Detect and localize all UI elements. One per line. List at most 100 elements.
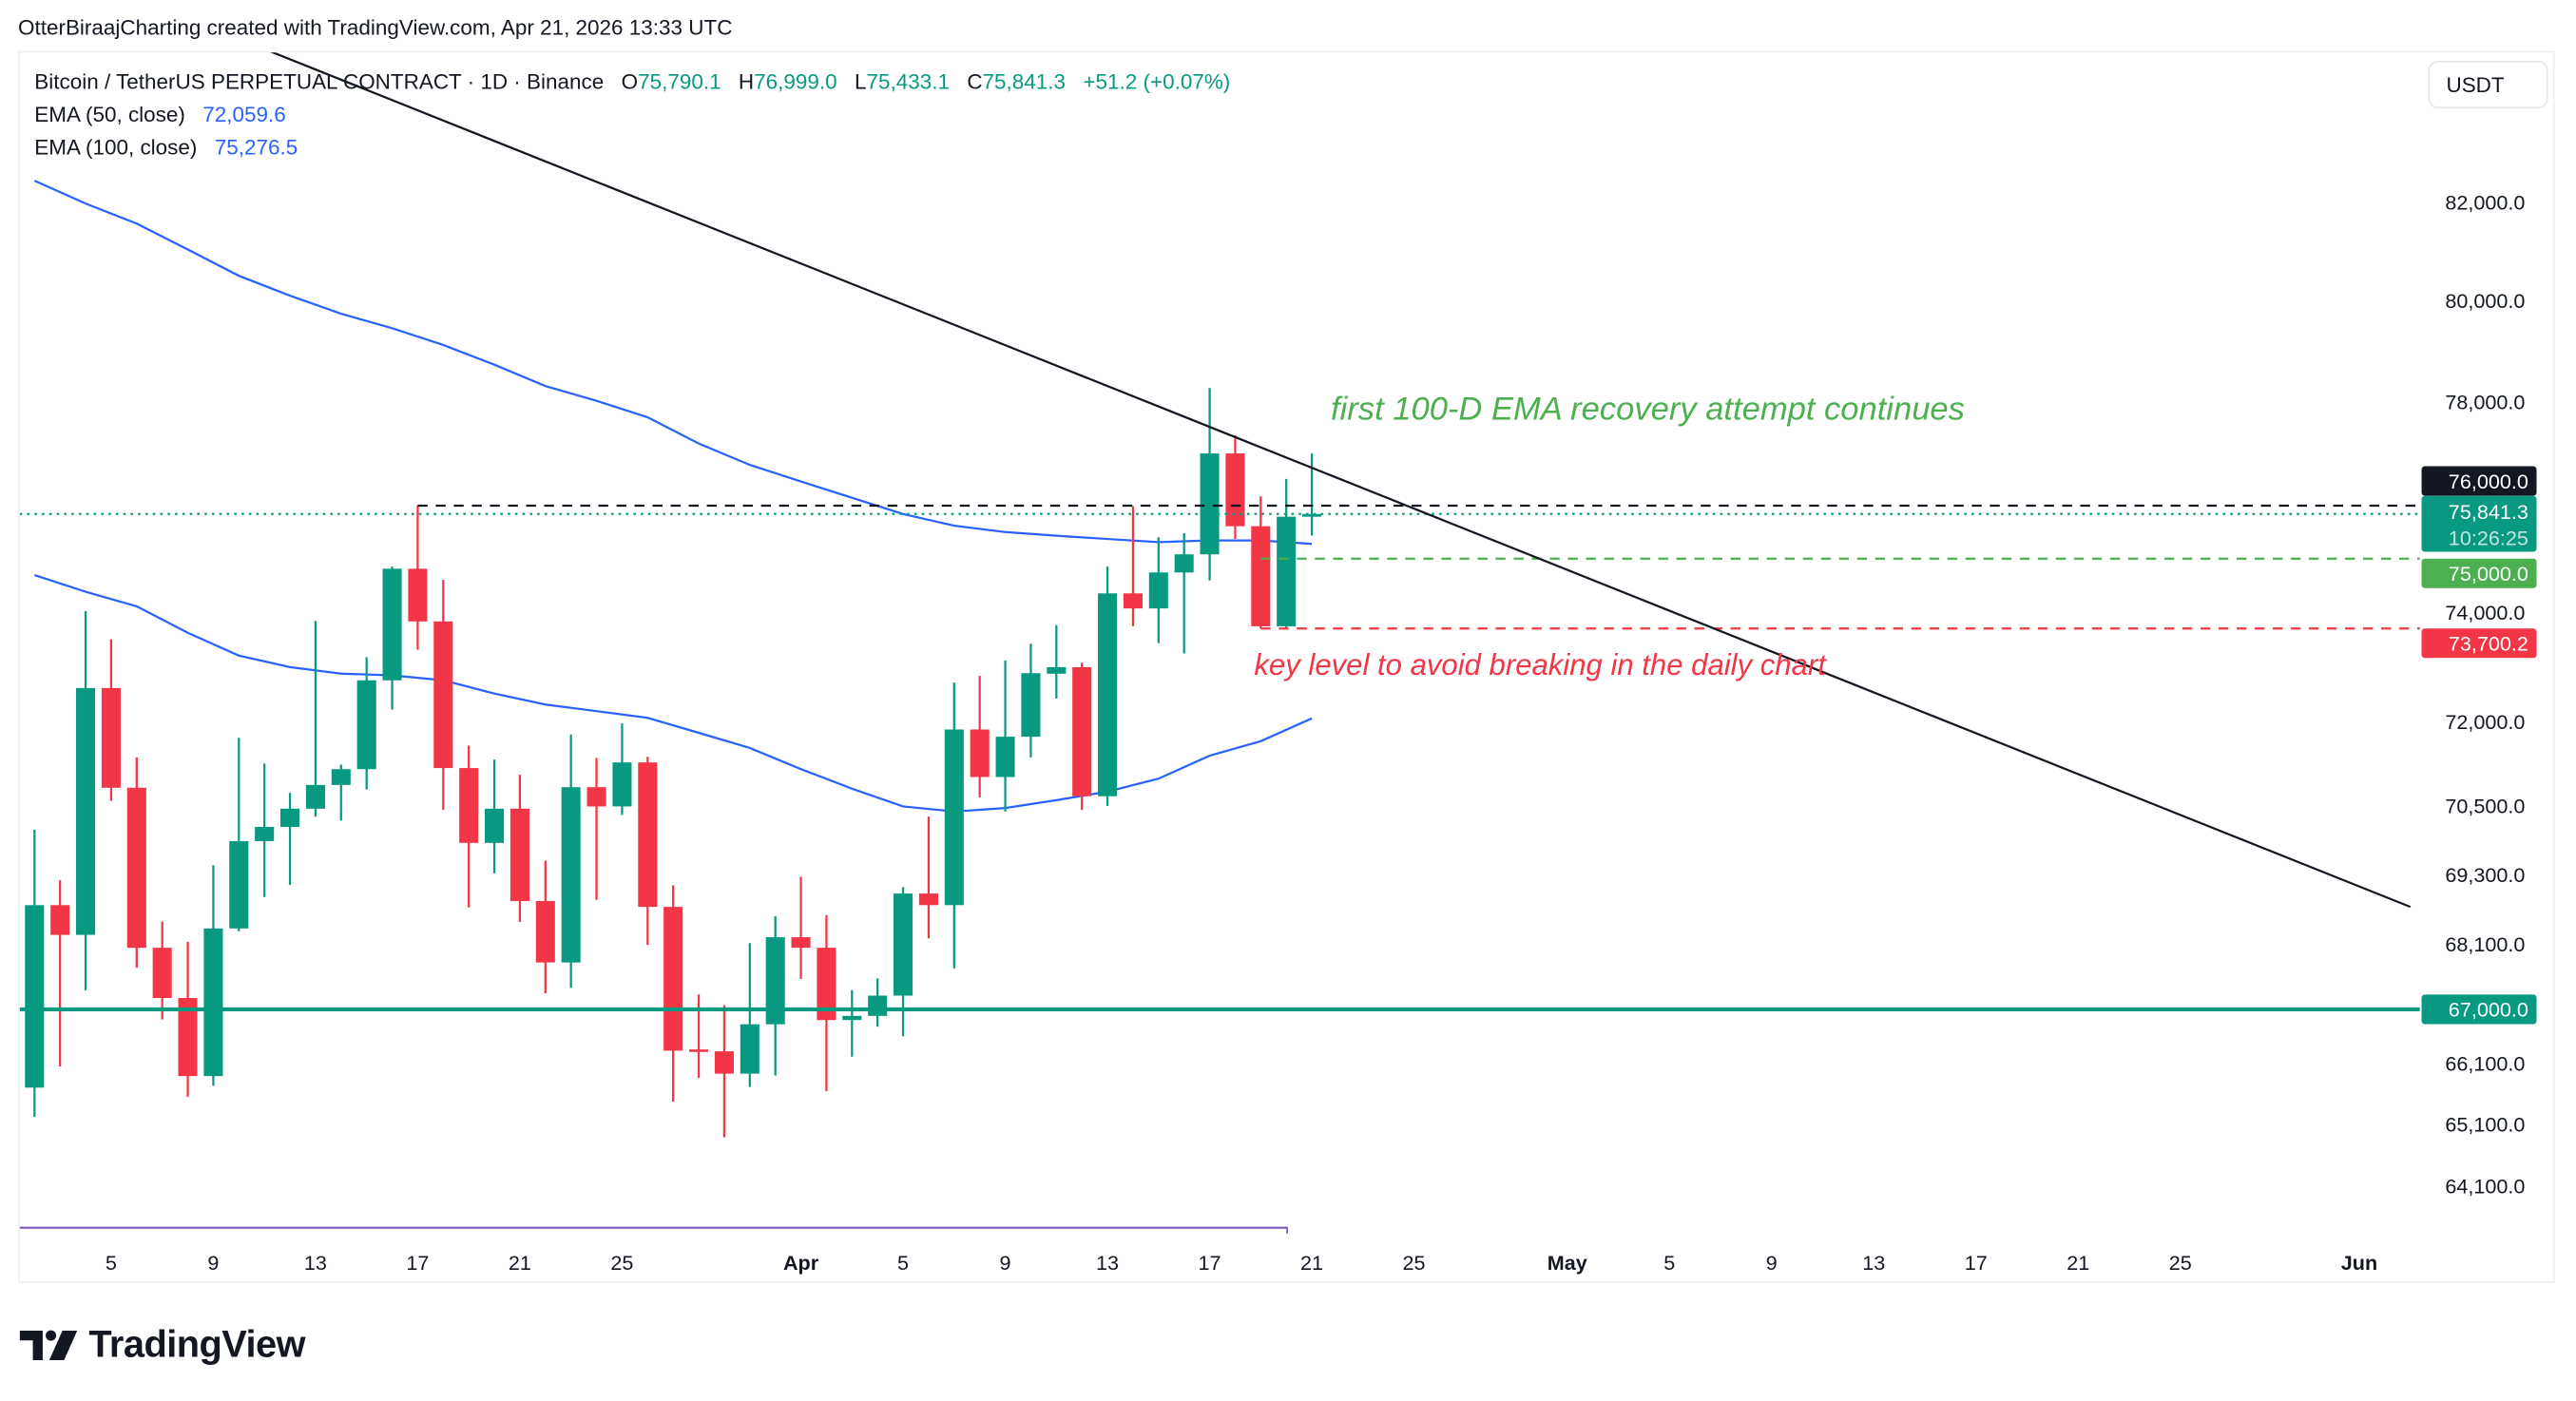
candle-body bbox=[894, 893, 913, 996]
candle[interactable] bbox=[433, 580, 453, 811]
candle[interactable] bbox=[740, 943, 759, 1087]
candle[interactable] bbox=[152, 921, 172, 1020]
close-label: C bbox=[967, 68, 983, 94]
ema-recovery-annotation[interactable]: first 100-D EMA recovery attempt continu… bbox=[1331, 392, 1965, 428]
candle-body bbox=[1251, 526, 1271, 626]
candle-body bbox=[561, 787, 581, 963]
time-tick-label: 13 bbox=[1096, 1251, 1119, 1275]
price-badge: 76,000.0 bbox=[2421, 466, 2537, 496]
candle-body bbox=[1200, 453, 1220, 555]
candle[interactable] bbox=[944, 682, 964, 969]
candle[interactable] bbox=[586, 758, 606, 900]
price-badge: 75,841.3 10:26:25 bbox=[2421, 495, 2537, 552]
candle[interactable] bbox=[485, 759, 505, 873]
attribution-text: OtterBiraajCharting created with Trading… bbox=[18, 14, 733, 40]
candle[interactable] bbox=[178, 941, 198, 1097]
open-label: O bbox=[621, 68, 639, 94]
time-tick-label: 5 bbox=[1663, 1251, 1675, 1275]
candle[interactable] bbox=[203, 865, 223, 1086]
candle-body bbox=[995, 737, 1015, 777]
ema100-legend-row[interactable]: EMA (100, close) 75,276.5 bbox=[34, 131, 1230, 164]
candle[interactable] bbox=[126, 757, 146, 969]
candle-body bbox=[1072, 666, 1092, 796]
candle[interactable] bbox=[894, 887, 913, 1037]
candle[interactable] bbox=[638, 757, 658, 946]
price-badge-bg bbox=[2421, 558, 2537, 588]
candle[interactable] bbox=[535, 860, 555, 994]
candle-body bbox=[255, 826, 275, 841]
candle[interactable] bbox=[765, 915, 785, 1076]
candle-body bbox=[280, 808, 300, 827]
price-scale[interactable]: 82,000.0 80,000.0 78,000.0 74,000.0 72,000.0… bbox=[1286, 190, 2537, 1234]
candle[interactable] bbox=[612, 723, 632, 816]
ema50-legend-row[interactable]: EMA (50, close) 72,059.6 bbox=[34, 99, 1230, 132]
candle[interactable] bbox=[842, 989, 862, 1057]
ema50-label: EMA (50, close) bbox=[34, 102, 185, 127]
candle-body bbox=[791, 937, 811, 949]
candle[interactable] bbox=[509, 775, 529, 923]
candle[interactable] bbox=[1047, 624, 1067, 699]
candle[interactable] bbox=[1251, 496, 1271, 629]
candle[interactable] bbox=[791, 876, 811, 980]
candle-body bbox=[1021, 673, 1041, 738]
key-level-annotation[interactable]: key level to avoid breaking in the daily… bbox=[1254, 648, 1827, 681]
symbol-title[interactable]: Bitcoin / TetherUS PERPETUAL CONTRACT · … bbox=[34, 68, 605, 94]
candle[interactable] bbox=[356, 657, 376, 790]
candle[interactable] bbox=[76, 610, 96, 990]
candle[interactable] bbox=[408, 506, 428, 650]
ema100-line[interactable] bbox=[33, 180, 1313, 546]
candle[interactable] bbox=[1098, 566, 1118, 806]
candle-body bbox=[663, 907, 683, 1051]
time-tick-label: 17 bbox=[1199, 1251, 1221, 1275]
candle[interactable] bbox=[1123, 506, 1143, 626]
change-value: +51.2 (+0.07%) bbox=[1083, 68, 1231, 94]
candle-body bbox=[714, 1051, 734, 1074]
candle-body bbox=[509, 808, 529, 902]
candle-body bbox=[356, 680, 376, 770]
trendline[interactable] bbox=[264, 49, 2412, 909]
candle[interactable] bbox=[331, 764, 351, 821]
candle[interactable] bbox=[459, 745, 479, 908]
candle[interactable] bbox=[50, 880, 70, 1066]
candle[interactable] bbox=[101, 639, 121, 801]
tradingview-logo[interactable]: TradingView bbox=[19, 1322, 306, 1367]
time-scale[interactable]: 5 9 13 17 21 25 Apr 5 9 13 17 21 25 May 5 9 13 17 21 25 Jun bbox=[106, 1251, 2377, 1275]
ema100-label: EMA (100, close) bbox=[34, 134, 198, 160]
candle[interactable] bbox=[1225, 434, 1245, 540]
candle[interactable] bbox=[382, 566, 402, 710]
candle[interactable] bbox=[995, 661, 1015, 812]
candle[interactable] bbox=[305, 621, 325, 817]
ema50-line[interactable] bbox=[33, 574, 1313, 813]
candle[interactable] bbox=[1174, 532, 1194, 654]
currency-button[interactable]: USDT bbox=[2428, 60, 2548, 109]
time-tick-label: 25 bbox=[610, 1251, 633, 1275]
candle[interactable] bbox=[868, 978, 888, 1027]
candle[interactable] bbox=[255, 763, 275, 897]
candle[interactable] bbox=[280, 793, 300, 885]
candle[interactable] bbox=[918, 816, 938, 939]
high-label: H bbox=[738, 68, 755, 94]
price-badge-bg bbox=[2421, 994, 2537, 1025]
candle-body bbox=[1174, 554, 1194, 573]
price-tick-label: 65,100.0 bbox=[2445, 1113, 2525, 1137]
candle[interactable] bbox=[1277, 478, 1297, 628]
candle[interactable] bbox=[1148, 537, 1168, 643]
candle[interactable] bbox=[1021, 643, 1041, 758]
candle[interactable] bbox=[25, 829, 45, 1118]
tradingview-logo-text: TradingView bbox=[88, 1322, 306, 1366]
plot-area[interactable]: first 100-D EMA recovery attempt continu… bbox=[19, 49, 2420, 1229]
price-badge-label: 76,000.0 bbox=[2449, 470, 2528, 493]
candle[interactable] bbox=[229, 738, 249, 931]
candle-body bbox=[25, 905, 45, 1088]
candle[interactable] bbox=[1200, 388, 1220, 581]
candle[interactable] bbox=[970, 676, 990, 797]
symbol-legend-row: Bitcoin / TetherUS PERPETUAL CONTRACT · … bbox=[34, 66, 1230, 99]
candle[interactable] bbox=[817, 914, 836, 1092]
candle[interactable] bbox=[663, 885, 683, 1103]
candle[interactable] bbox=[689, 994, 709, 1079]
candle[interactable] bbox=[714, 1005, 734, 1138]
candle[interactable] bbox=[561, 734, 581, 988]
candle[interactable] bbox=[1072, 662, 1092, 811]
